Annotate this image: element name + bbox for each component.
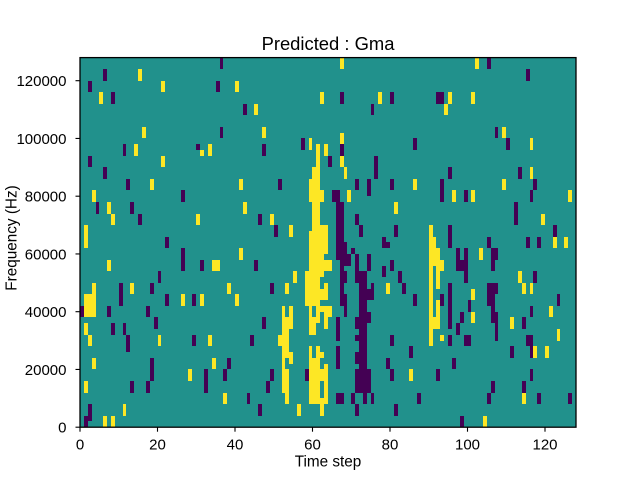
svg-text:20: 20 [149, 436, 166, 453]
svg-text:60: 60 [304, 436, 321, 453]
svg-text:0: 0 [76, 436, 84, 453]
svg-text:0: 0 [58, 420, 66, 437]
svg-text:60000: 60000 [25, 246, 67, 263]
svg-text:40000: 40000 [25, 304, 67, 321]
svg-text:100: 100 [455, 436, 480, 453]
svg-text:120000: 120000 [16, 73, 66, 90]
svg-text:120: 120 [532, 436, 557, 453]
svg-text:20000: 20000 [25, 362, 67, 379]
svg-text:100000: 100000 [16, 131, 66, 148]
svg-text:Time step: Time step [295, 454, 362, 471]
svg-text:80000: 80000 [25, 189, 67, 206]
svg-text:Frequency (Hz): Frequency (Hz) [4, 185, 21, 290]
svg-text:40: 40 [227, 436, 244, 453]
svg-text:80: 80 [382, 436, 399, 453]
svg-text:Predicted : Gma: Predicted : Gma [262, 33, 396, 54]
